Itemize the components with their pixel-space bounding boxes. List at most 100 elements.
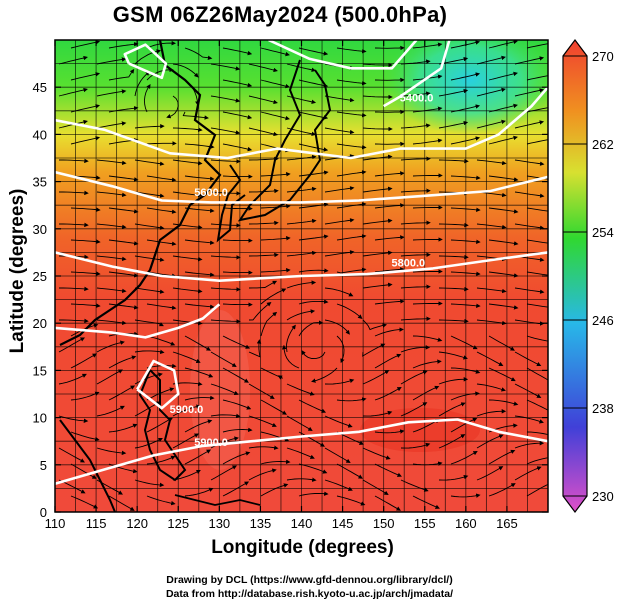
x-tick-label: 150 bbox=[373, 516, 395, 531]
y-tick-label: 15 bbox=[33, 363, 47, 378]
streamline bbox=[222, 367, 249, 383]
streamline bbox=[146, 239, 177, 246]
streamline bbox=[172, 63, 199, 78]
streamline bbox=[400, 402, 428, 417]
streamline bbox=[526, 75, 548, 81]
streamline bbox=[70, 40, 101, 49]
streamline bbox=[70, 353, 98, 369]
y-tick-label: 40 bbox=[33, 127, 47, 142]
coastlines bbox=[59, 40, 332, 512]
streamline bbox=[412, 419, 440, 433]
streamline bbox=[248, 280, 278, 289]
streamline bbox=[450, 239, 481, 245]
streamline bbox=[70, 391, 100, 401]
y-tick-label: 20 bbox=[33, 316, 47, 331]
streamline bbox=[514, 415, 544, 424]
streamline bbox=[412, 269, 443, 274]
colorbar-tick-label: 262 bbox=[592, 137, 614, 152]
streamline bbox=[298, 143, 329, 152]
streamline bbox=[96, 89, 127, 97]
streamline bbox=[374, 353, 402, 369]
streamline bbox=[172, 191, 203, 198]
streamline bbox=[260, 311, 278, 337]
streamline bbox=[526, 271, 548, 276]
streamline bbox=[70, 104, 101, 113]
streamline bbox=[362, 447, 391, 460]
colorbar-tick-label: 254 bbox=[592, 225, 614, 240]
contour-label: 5400.0 bbox=[400, 92, 434, 104]
streamline bbox=[134, 124, 165, 129]
y-tick-label: 10 bbox=[33, 411, 47, 426]
contour-line bbox=[55, 418, 548, 485]
streamline bbox=[96, 191, 127, 198]
streamline bbox=[210, 95, 241, 103]
streamline bbox=[286, 447, 315, 459]
streamline bbox=[298, 234, 329, 241]
streamline bbox=[286, 218, 317, 225]
streamline bbox=[260, 236, 291, 241]
streamline bbox=[488, 483, 516, 497]
streamline bbox=[146, 303, 177, 310]
streamline bbox=[336, 303, 363, 319]
streamline bbox=[488, 103, 518, 113]
colorbar-tick-label: 230 bbox=[592, 489, 614, 504]
streamline bbox=[222, 399, 252, 410]
x-tick-label: 115 bbox=[86, 516, 107, 531]
streamline bbox=[298, 399, 327, 413]
streamline bbox=[298, 431, 325, 447]
streamline bbox=[96, 405, 125, 417]
streamline bbox=[286, 154, 317, 161]
x-tick-label: 165 bbox=[496, 516, 518, 531]
streamline bbox=[184, 449, 212, 465]
y-tick-label: 30 bbox=[33, 222, 47, 237]
streamline bbox=[450, 303, 481, 309]
streamline bbox=[108, 42, 139, 49]
y-tick-label: 5 bbox=[40, 458, 47, 473]
streamline bbox=[172, 319, 203, 326]
streamline bbox=[362, 343, 386, 357]
streamline bbox=[362, 154, 393, 161]
streamline bbox=[210, 63, 241, 71]
streamline bbox=[96, 319, 127, 326]
streamline bbox=[488, 135, 518, 145]
streamline bbox=[248, 468, 277, 481]
streamline bbox=[210, 383, 239, 395]
streamline bbox=[184, 367, 214, 378]
streamline bbox=[450, 271, 481, 277]
streamline bbox=[59, 190, 89, 196]
streamline bbox=[450, 417, 478, 433]
streamline bbox=[96, 369, 123, 385]
streamline bbox=[526, 43, 548, 49]
streamline bbox=[172, 404, 201, 417]
streamline bbox=[286, 477, 317, 482]
streamline bbox=[336, 202, 367, 209]
streamline bbox=[108, 271, 139, 278]
credit-data-source: Data from http://database.rish.kyoto-u.a… bbox=[165, 588, 454, 600]
streamline bbox=[248, 63, 278, 73]
streamline bbox=[286, 309, 316, 321]
streamline bbox=[526, 303, 548, 308]
streamline bbox=[324, 95, 355, 103]
streamline bbox=[96, 159, 127, 166]
contour-line bbox=[55, 170, 548, 204]
streamline bbox=[134, 159, 165, 166]
streamline bbox=[172, 469, 201, 481]
x-tick-label: 155 bbox=[414, 516, 436, 531]
streamline bbox=[146, 417, 174, 433]
streamline bbox=[134, 349, 165, 355]
streamline bbox=[184, 303, 215, 309]
streamline bbox=[108, 207, 139, 214]
streamline bbox=[222, 302, 253, 307]
streamline bbox=[488, 239, 519, 246]
streamline bbox=[488, 367, 516, 382]
streamline bbox=[412, 461, 443, 466]
streamline bbox=[134, 287, 165, 294]
streamline bbox=[476, 351, 504, 366]
streamline bbox=[222, 206, 253, 211]
contour-line bbox=[268, 40, 418, 70]
streamline bbox=[374, 429, 405, 434]
streamline bbox=[526, 335, 548, 342]
streamline bbox=[286, 63, 317, 72]
streamline bbox=[324, 218, 355, 225]
